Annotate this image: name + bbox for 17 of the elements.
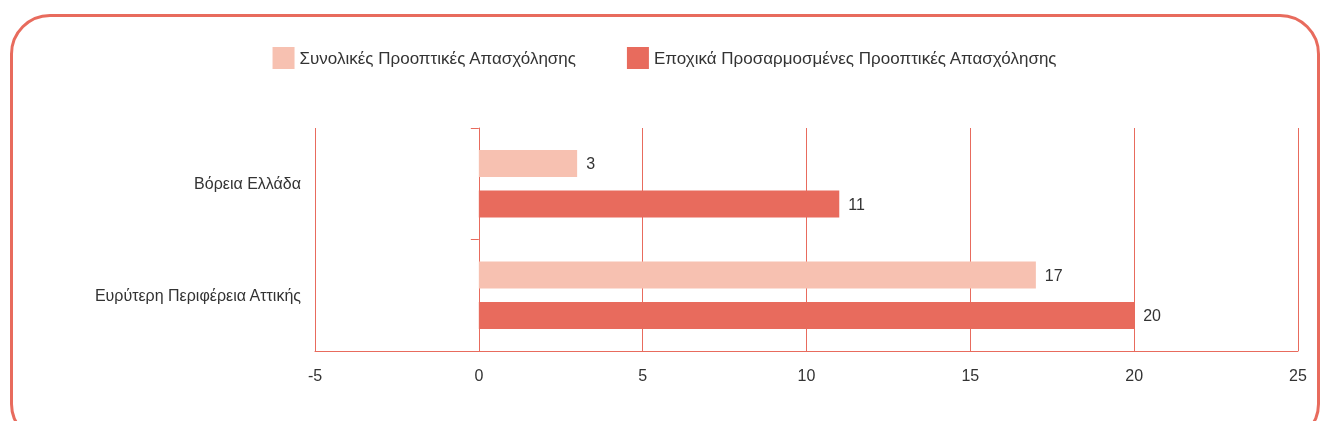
x-tick-label: 15 xyxy=(961,366,980,384)
data-label: 17 xyxy=(1044,266,1063,284)
x-tick-label: 25 xyxy=(1289,366,1307,384)
data-label: 11 xyxy=(848,195,865,213)
x-tick-label: -5 xyxy=(307,366,323,384)
x-tick-label: 5 xyxy=(638,366,648,384)
y-tick-label: Ευρύτερη Περιφέρεια Αττικής xyxy=(94,286,302,304)
x-tick-label: 10 xyxy=(797,366,816,384)
y-tick-label: Βόρεια Ελλάδα xyxy=(194,175,301,193)
legend-label: Συνολικές Προοπτικές Απασχόλησης xyxy=(299,48,576,68)
legend-label: Εποχικά Προσαρμοσμένες Προοπτικές Απασχόλησης xyxy=(653,48,1057,68)
x-tick-label: 20 xyxy=(1125,366,1144,384)
bar xyxy=(478,261,1036,289)
data-label: 3 xyxy=(586,155,596,172)
x-tick-label: 0 xyxy=(474,366,484,384)
data-label: 20 xyxy=(1143,307,1162,324)
bar xyxy=(478,150,578,177)
